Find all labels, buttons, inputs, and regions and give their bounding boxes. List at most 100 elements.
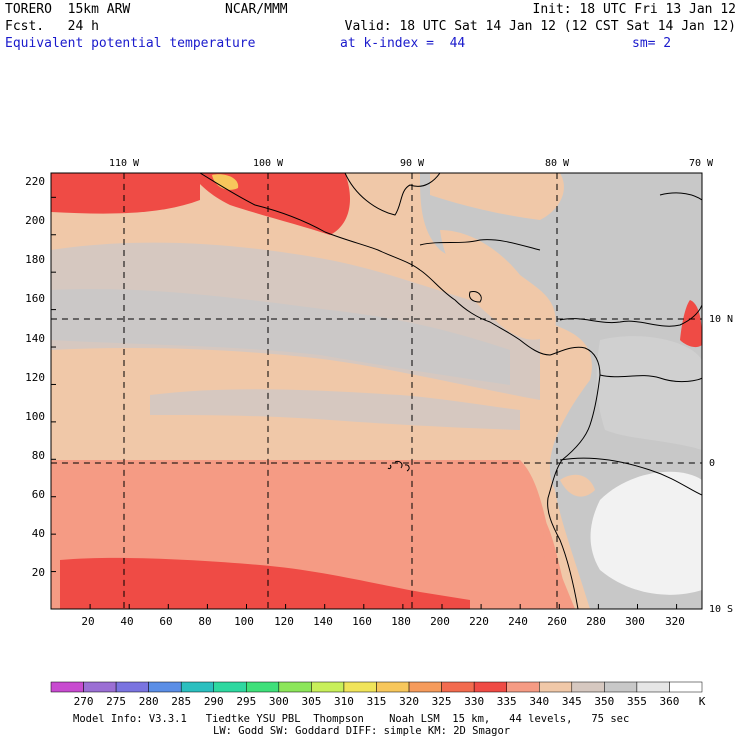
mexico-hotspot	[212, 174, 239, 190]
y-tick-label: 20	[32, 566, 45, 579]
colorbar-swatch	[343, 681, 377, 693]
valid-time: Valid: 18 UTC Sat 14 Jan 12 (12 CST Sat …	[344, 19, 736, 34]
x-tick-label: 300	[625, 615, 645, 628]
smoothing-label: sm= 2	[632, 36, 672, 51]
y-tick-label: 160	[25, 292, 45, 305]
colorbar	[50, 681, 703, 693]
x-tick-label: 120	[274, 615, 294, 628]
lat-label: 0	[709, 458, 715, 469]
colorbar-label: 275	[106, 695, 126, 708]
colorbar-swatch	[83, 681, 117, 693]
x-tick-label: 180	[391, 615, 411, 628]
land-light-grey	[596, 336, 702, 450]
x-tick-label: 100	[234, 615, 254, 628]
y-tick-label: 40	[32, 527, 45, 540]
colorbar-swatch	[539, 681, 573, 693]
colorbar-labels: 270 275 280 285 290 295 300 305 310 315 320 325 330 3…	[74, 695, 680, 708]
x-tick-label: 60	[159, 615, 172, 628]
colorbar-swatch	[441, 681, 475, 693]
grey-band-ocean	[51, 289, 510, 385]
colorbar-swatch	[311, 681, 345, 693]
colorbar-label: 290	[204, 695, 224, 708]
colorbar-label: 270	[74, 695, 94, 708]
colorbar-swatch	[278, 681, 312, 693]
model-title: TORERO 15km ARW	[5, 2, 131, 17]
x-tick-label: 220	[469, 615, 489, 628]
x-tick-marks	[89, 604, 678, 609]
colorbar-label: 305	[301, 695, 321, 708]
colorbar-swatch	[506, 681, 540, 693]
org-label: NCAR/MMM	[225, 2, 288, 17]
level-label: at k-index = 44	[340, 36, 466, 51]
caribbean-red	[680, 300, 702, 348]
colorbar-swatch	[669, 681, 703, 693]
colorbar-swatch	[376, 681, 410, 693]
south-red-band	[60, 557, 470, 609]
colorbar-swatch	[213, 681, 247, 693]
colorbar-label: 280	[139, 695, 159, 708]
x-tick-label: 320	[665, 615, 685, 628]
colorbar-swatch	[115, 681, 149, 693]
x-tick-label: 260	[547, 615, 567, 628]
colorbar-swatch	[50, 681, 84, 693]
land-salmon-central	[440, 230, 556, 340]
x-tick-label: 280	[586, 615, 606, 628]
map-frame	[50, 172, 703, 610]
colorbar-label: 340	[529, 695, 549, 708]
colorbar-label: 335	[497, 695, 517, 708]
colorbar-swatch	[473, 681, 507, 693]
x-tick-label: 20	[81, 615, 94, 628]
colorbar-swatch	[148, 681, 182, 693]
y-tick-label: 100	[25, 410, 45, 423]
colorbar-swatch	[571, 681, 605, 693]
land-white-amazon	[590, 471, 702, 595]
colorbar-label: 355	[627, 695, 647, 708]
colorbar-label: 285	[171, 695, 191, 708]
forecast-hour: Fcst. 24 h	[5, 19, 99, 34]
x-tick-label: 140	[313, 615, 333, 628]
lon-label: 90 W	[400, 158, 425, 169]
colorbar-label: 295	[236, 695, 256, 708]
colorbar-swatch	[604, 681, 638, 693]
field-name: Equivalent potential temperature	[5, 36, 256, 51]
colorbar-swatch	[246, 681, 280, 693]
coastlines	[199, 173, 702, 609]
y-tick-label: 140	[25, 332, 45, 345]
colorbar-label: 310	[334, 695, 354, 708]
x-tick-label: 200	[430, 615, 450, 628]
colorbar-label: 350	[594, 695, 614, 708]
colorbar-label: 330	[464, 695, 484, 708]
y-tick-label: 120	[25, 371, 45, 384]
ecuador-salmon	[560, 474, 595, 497]
y-tick-label: 80	[32, 449, 45, 462]
lon-label: 70 W	[689, 158, 714, 169]
y-tick-label: 200	[25, 214, 45, 227]
colorbar-label: 345	[562, 695, 582, 708]
colorbar-label: 320	[399, 695, 419, 708]
colorbar-label: 315	[367, 695, 387, 708]
x-tick-label: 240	[508, 615, 528, 628]
colorbar-unit: K	[699, 695, 706, 708]
x-tick-label: 160	[352, 615, 372, 628]
land-salmon-north	[430, 173, 564, 220]
colorbar-label: 325	[432, 695, 452, 708]
lon-label: 110 W	[109, 158, 140, 169]
longitude-labels: 110 W 100 W 90 W 80 W 70 W	[109, 158, 714, 169]
model-info: Model Info: V3.3.1 Tiedtke YSU PBL Thomp…	[73, 713, 630, 725]
lon-label: 80 W	[545, 158, 570, 169]
latitude-labels: 10 N 0 10 S	[709, 314, 733, 615]
init-time: Init: 18 UTC Fri 13 Jan 12	[532, 2, 737, 17]
x-tick-labels: 20 40 60 80 100 120 140 160 180 200 220 …	[81, 615, 685, 628]
x-tick-label: 80	[198, 615, 211, 628]
northwest-red-area	[51, 173, 200, 214]
y-tick-marks	[51, 196, 56, 573]
theta-e-field	[51, 173, 702, 609]
y-tick-label: 180	[25, 253, 45, 266]
model-physics: LW: Godd SW: Goddard DIFF: simple KM: 2D…	[213, 725, 511, 737]
lon-label: 100 W	[253, 158, 284, 169]
x-tick-label: 40	[120, 615, 133, 628]
y-tick-label: 220	[25, 175, 45, 188]
colorbar-swatch	[636, 681, 670, 693]
lat-label: 10 S	[709, 604, 733, 615]
